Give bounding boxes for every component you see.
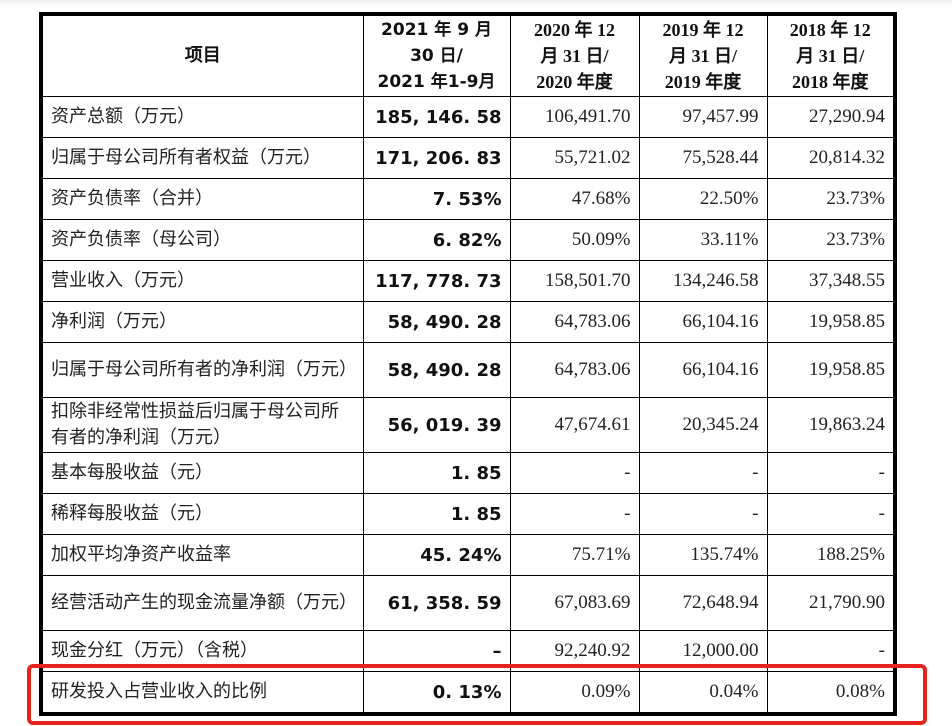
value-2020: 50.09% (509, 219, 640, 261)
row-label: 加权平均净资产收益率 (40, 534, 364, 576)
table-row: 研发投入占营业收入的比例 0. 13% 0.09% 0.04% 0.08% (40, 671, 896, 715)
table-row: 资产总额（万元） 185, 146. 58 106,491.70 97,457.… (40, 96, 896, 138)
financial-summary-table: 项目 2021 年 9 月 30 日/ 2021 年1-9月 2020 年 12… (39, 12, 897, 716)
table-row: 加权平均净资产收益率 45. 24% 75.71% 135.74% 188.25… (40, 534, 896, 576)
value-2018: - (766, 630, 896, 672)
table-row: 稀释每股收益（元） 1. 85 - - - (40, 493, 896, 535)
value-2021q3: 6. 82% (362, 219, 511, 261)
top-edge-shadow (0, 0, 952, 6)
row-label: 扣除非经常性损益后归属于母公司所有者的净利润（万元） (40, 397, 364, 453)
header-2019: 2019 年 12 月 31 日/ 2019 年度 (638, 13, 768, 97)
row-label: 资产负债率（母公司） (40, 219, 364, 261)
value-2020: 47.68% (509, 178, 640, 220)
value-2018: 19,958.85 (766, 342, 896, 398)
value-2019: 134,246.58 (638, 260, 768, 302)
value-2020: 67,083.69 (509, 575, 640, 631)
value-2018: 19,958.85 (766, 301, 896, 343)
header-item: 项目 (40, 13, 364, 97)
row-label: 研发投入占营业收入的比例 (40, 671, 364, 715)
value-2019: 0.04% (638, 671, 768, 715)
value-2019: 75,528.44 (638, 137, 768, 179)
row-label: 基本每股收益（元） (40, 452, 364, 494)
value-2018: 23.73% (766, 219, 896, 261)
value-2020: 0.09% (509, 671, 640, 715)
table-row: 扣除非经常性损益后归属于母公司所有者的净利润（万元） 56, 019. 39 4… (40, 397, 896, 453)
value-2021q3: 185, 146. 58 (362, 96, 511, 138)
value-2021q3: – (362, 630, 511, 672)
value-2019: 97,457.99 (638, 96, 768, 138)
value-2018: 37,348.55 (766, 260, 896, 302)
row-label: 经营活动产生的现金流量净额（万元） (40, 575, 364, 631)
value-2021q3: 1. 85 (362, 493, 511, 535)
value-2020: 75.71% (509, 534, 640, 576)
table-row: 资产负债率（母公司） 6. 82% 50.09% 33.11% 23.73% (40, 219, 896, 261)
value-2020: 55,721.02 (509, 137, 640, 179)
value-2020: - (509, 452, 640, 494)
value-2018: 188.25% (766, 534, 896, 576)
value-2019: 72,648.94 (638, 575, 768, 631)
value-2019: - (638, 452, 768, 494)
table-row: 归属于母公司所有者的净利润（万元） 58, 490. 28 64,783.06 … (40, 342, 896, 398)
value-2021q3: 117, 778. 73 (362, 260, 511, 302)
row-label: 营业收入（万元） (40, 260, 364, 302)
value-2018: - (766, 493, 896, 535)
row-label: 净利润（万元） (40, 301, 364, 343)
value-2018: 23.73% (766, 178, 896, 220)
table-row: 资产负债率（合并） 7. 53% 47.68% 22.50% 23.73% (40, 178, 896, 220)
value-2020: 106,491.70 (509, 96, 640, 138)
value-2018: 20,814.32 (766, 137, 896, 179)
header-2021q3: 2021 年 9 月 30 日/ 2021 年1-9月 (362, 13, 511, 97)
value-2019: 66,104.16 (638, 301, 768, 343)
value-2021q3: 61, 358. 59 (362, 575, 511, 631)
table-row: 基本每股收益（元） 1. 85 - - - (40, 452, 896, 494)
value-2019: 20,345.24 (638, 397, 768, 453)
value-2020: 64,783.06 (509, 342, 640, 398)
value-2018: 19,863.24 (766, 397, 896, 453)
row-label: 归属于母公司所有者的净利润（万元） (40, 342, 364, 398)
row-label: 资产总额（万元） (40, 96, 364, 138)
row-label: 现金分红（万元）（含税） (40, 630, 364, 672)
value-2019: 135.74% (638, 534, 768, 576)
value-2020: 92,240.92 (509, 630, 640, 672)
table-row: 营业收入（万元） 117, 778. 73 158,501.70 134,246… (40, 260, 896, 302)
value-2020: 47,674.61 (509, 397, 640, 453)
header-2020: 2020 年 12 月 31 日/ 2020 年度 (509, 13, 640, 97)
value-2021q3: 45. 24% (362, 534, 511, 576)
header-row: 项目 2021 年 9 月 30 日/ 2021 年1-9月 2020 年 12… (40, 13, 896, 97)
row-label: 归属于母公司所有者权益（万元） (40, 137, 364, 179)
value-2020: 158,501.70 (509, 260, 640, 302)
value-2019: 22.50% (638, 178, 768, 220)
value-2018: 0.08% (766, 671, 896, 715)
table-row: 经营活动产生的现金流量净额（万元） 61, 358. 59 67,083.69 … (40, 575, 896, 631)
value-2019: - (638, 493, 768, 535)
value-2019: 33.11% (638, 219, 768, 261)
table-row: 净利润（万元） 58, 490. 28 64,783.06 66,104.16 … (40, 301, 896, 343)
value-2019: 12,000.00 (638, 630, 768, 672)
table-row: 现金分红（万元）（含税） – 92,240.92 12,000.00 - (40, 630, 896, 672)
row-label: 稀释每股收益（元） (40, 493, 364, 535)
header-2018: 2018 年 12 月 31 日/ 2018 年度 (766, 13, 896, 97)
value-2018: 21,790.90 (766, 575, 896, 631)
value-2020: - (509, 493, 640, 535)
value-2018: - (766, 452, 896, 494)
value-2021q3: 171, 206. 83 (362, 137, 511, 179)
value-2021q3: 58, 490. 28 (362, 342, 511, 398)
row-label: 资产负债率（合并） (40, 178, 364, 220)
value-2019: 66,104.16 (638, 342, 768, 398)
value-2021q3: 58, 490. 28 (362, 301, 511, 343)
value-2021q3: 7. 53% (362, 178, 511, 220)
value-2018: 27,290.94 (766, 96, 896, 138)
value-2021q3: 56, 019. 39 (362, 397, 511, 453)
value-2021q3: 1. 85 (362, 452, 511, 494)
value-2020: 64,783.06 (509, 301, 640, 343)
value-2021q3: 0. 13% (362, 671, 511, 715)
table-row: 归属于母公司所有者权益（万元） 171, 206. 83 55,721.02 7… (40, 137, 896, 179)
